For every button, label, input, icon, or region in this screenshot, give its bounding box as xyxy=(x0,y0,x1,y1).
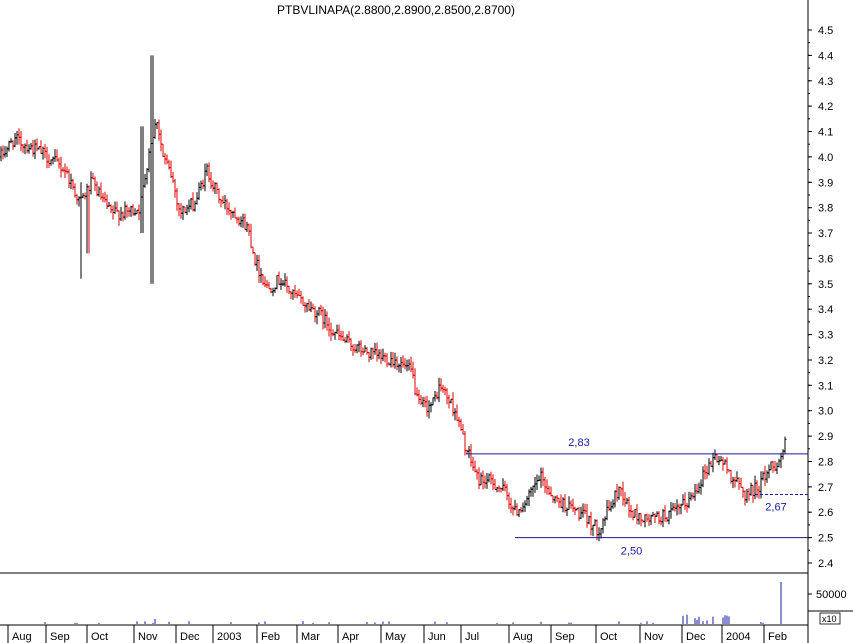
chart-title: PTBVLINAPA(2.8800,2.8900,2.8500,2.8700) xyxy=(277,3,515,17)
x-axis: Aug Sep Oct Nov Dec 2003 Feb Mar Apr May Jun Jul Aug… xyxy=(0,624,808,643)
y-tick-label: 2.9 xyxy=(818,431,833,443)
volume-tick-label: 50000 xyxy=(816,589,847,601)
y-tick-label: 4.4 xyxy=(818,50,833,62)
y-tick-label: 4.5 xyxy=(818,25,833,37)
x-tick-label: 2003 xyxy=(217,631,241,643)
volume-bars xyxy=(44,582,782,624)
x-tick-label: Dec xyxy=(180,631,200,643)
y-tick-label: 3.2 xyxy=(818,355,833,367)
x-tick-label: Apr xyxy=(342,631,359,643)
y-tick-label: 3.7 xyxy=(818,228,833,240)
y-tick-label: 3.3 xyxy=(818,330,833,342)
y-tick-label: 2.5 xyxy=(818,533,833,545)
y-tick-label: 2.6 xyxy=(818,507,833,519)
x-tick-label: Nov xyxy=(644,631,664,643)
x-tick-label: Mar xyxy=(301,631,320,643)
x-tick-label: Aug xyxy=(513,631,533,643)
x-tick-label: May xyxy=(385,631,406,643)
y-tick-label: 3.1 xyxy=(818,380,833,392)
y-tick-label: 4.2 xyxy=(818,101,833,113)
y-tick-label: 3.5 xyxy=(818,279,833,291)
volume-scale-box xyxy=(819,612,841,625)
x-tick-label: Jun xyxy=(428,631,446,643)
annotation-label: 2,67 xyxy=(765,501,786,513)
y-tick-label: 2.4 xyxy=(818,558,833,570)
x-tick-label: Feb xyxy=(261,631,280,643)
x-tick-label: Sep xyxy=(555,631,575,643)
x-tick-label: Jul xyxy=(465,631,479,643)
y-tick-label: 3.4 xyxy=(818,304,833,316)
annotations: 2,83 2,50 2,67 xyxy=(466,437,808,558)
y-tick-label: 4.0 xyxy=(818,152,833,164)
x-tick-label: Oct xyxy=(91,631,108,643)
y-tick-label: 4.1 xyxy=(818,127,833,139)
x-tick-label: Oct xyxy=(600,631,617,643)
x-tick-label: Nov xyxy=(138,631,158,643)
y-tick-label: 3.6 xyxy=(818,253,833,265)
y-tick-label: 2.7 xyxy=(818,482,833,494)
y-tick-label: 2.8 xyxy=(818,457,833,469)
y-tick-label: 4.3 xyxy=(818,76,833,88)
y-tick-label: 3.0 xyxy=(818,406,833,418)
x-tick-label: Sep xyxy=(50,631,70,643)
price-bars xyxy=(0,55,787,542)
x-tick-label: 2004 xyxy=(726,631,750,643)
x-tick-label: Aug xyxy=(12,631,32,643)
annotation-label: 2,83 xyxy=(568,437,589,449)
y-tick-label: 3.9 xyxy=(818,177,833,189)
price-bar xyxy=(783,436,787,455)
annotation-label: 2,50 xyxy=(621,546,642,558)
y-tick-label: 3.8 xyxy=(818,203,833,215)
volume-scale-label: x10 xyxy=(822,614,837,624)
x-tick-label: Feb xyxy=(768,631,787,643)
x-tick-label: Dec xyxy=(686,631,706,643)
